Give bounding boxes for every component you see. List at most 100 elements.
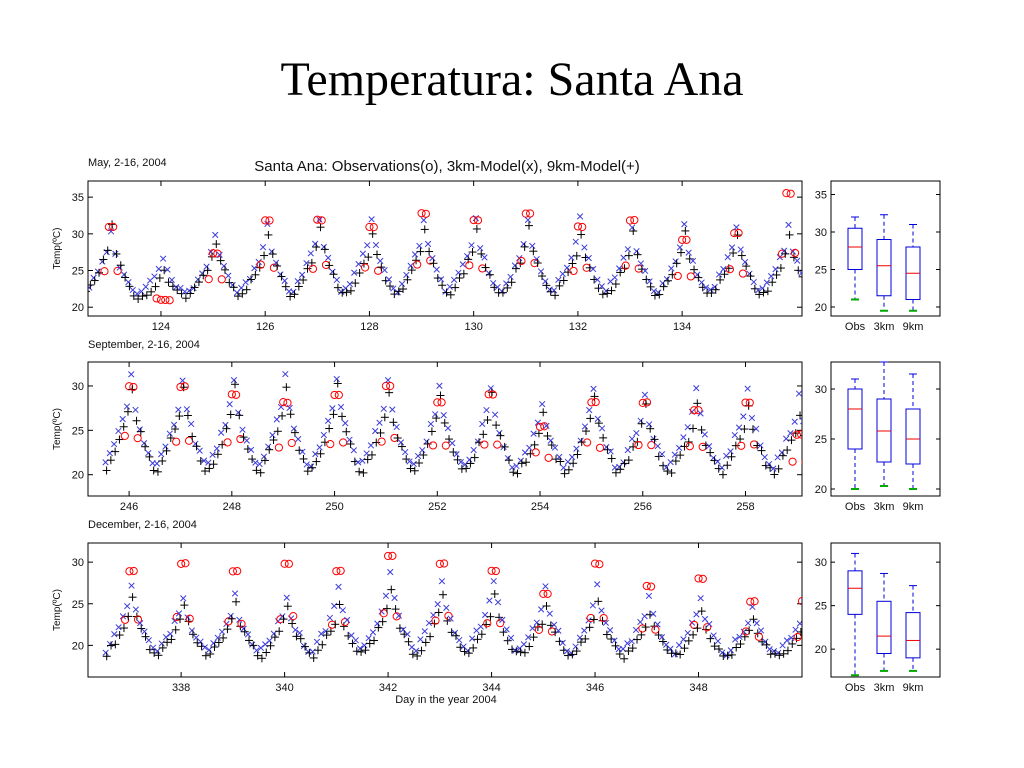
model3-point [367,442,375,449]
model3-point [555,627,562,634]
model3-point [398,280,406,288]
model3-point [675,641,683,649]
boxplot-9km [905,585,921,672]
x-tick-label: 252 [428,501,446,513]
model9-point [503,636,512,645]
model9-point [577,438,586,447]
model9-point [451,283,460,292]
model3-point [377,257,384,265]
x-tick-label: 124 [152,321,170,333]
box-label: 9km [903,501,924,513]
model3-point [787,430,794,437]
model3-point [537,268,545,275]
model3-point [168,276,175,284]
model3-point [326,614,334,622]
model3-point [550,621,558,628]
obs-point [473,216,483,225]
model9-point [115,435,124,444]
model9-point [472,224,481,233]
model3-point [175,406,182,413]
model3-point [503,280,510,287]
model3-point [449,440,456,447]
model9-point [225,278,234,287]
obs-point [642,581,651,591]
model9-point [524,221,533,230]
model3-point [153,460,161,467]
model3-point [456,636,463,644]
model3-point [524,216,532,224]
model9-point [564,465,573,474]
model3-point [711,283,718,291]
slide-title: Temperatura: Santa Ana [280,53,744,106]
model9-point [141,632,150,641]
obs-point [807,631,814,638]
model9-point [116,261,125,270]
model9-point [487,388,496,397]
model9-point [355,268,364,277]
model3-point [668,265,675,272]
model3-point [295,435,302,443]
model3-point [313,638,321,645]
obs-point [634,440,643,450]
model3-point [444,425,452,432]
model3-point [740,413,747,420]
model9-point [736,639,745,648]
model3-point [624,640,631,647]
obs-point [539,589,548,598]
model9-point [654,630,663,639]
model9-point [646,282,655,291]
model9-point [303,467,312,476]
model9-point [372,250,381,259]
model9-point [278,411,287,420]
model9-point [249,641,258,650]
model9-point [598,616,607,625]
model3-point [744,385,751,392]
model3-point [128,582,135,589]
model3-point [440,412,447,419]
obs-point [797,430,802,439]
model9-point [132,416,141,425]
model3-point [453,451,460,458]
model9-point [483,415,492,424]
boxplot-obs [847,378,863,490]
model9-point [173,286,182,295]
model9-point [806,632,814,640]
model9-point [650,435,659,444]
model9-point [376,428,385,437]
model9-point [99,255,108,264]
obs-point [540,422,549,431]
x-tick-label: 246 [120,501,138,513]
model3-point [795,390,802,397]
model9-point [552,455,561,464]
model9-point [547,441,556,450]
model3-point [196,447,203,454]
model9-point [88,290,91,292]
model3-point [573,445,580,452]
model3-point [705,442,713,450]
model9-point [338,412,347,421]
obs-point [441,441,450,450]
model9-point [559,276,568,285]
model3-point [740,628,747,635]
model3-point [190,285,197,292]
model9-point [395,624,404,633]
model3-point [529,242,536,250]
obs-point [630,215,639,225]
model9-point [486,612,495,621]
model9-point [650,291,659,300]
model3-point [210,640,217,647]
box-iqr [876,239,892,297]
model3-point [490,577,497,585]
model3-point [346,280,354,288]
obs-point [478,264,487,273]
obs-point [180,382,189,391]
obs-point [444,611,453,621]
model9-point [589,615,598,624]
model3-point [576,213,584,220]
model9-point [745,626,754,635]
obs-point [573,222,582,231]
model9-point [800,435,802,437]
obs-point [569,266,578,276]
model3-point [197,638,204,645]
model3-point [728,244,736,251]
